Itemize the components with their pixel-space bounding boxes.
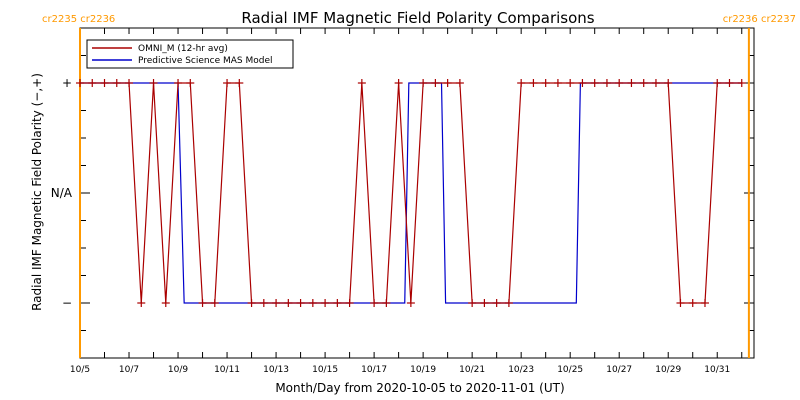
data-point xyxy=(700,299,709,307)
data-point xyxy=(590,79,599,87)
data-point xyxy=(602,79,611,87)
data-point xyxy=(688,299,697,307)
data-point xyxy=(406,299,415,307)
data-point xyxy=(651,79,660,87)
data-point xyxy=(333,299,342,307)
legend-label-mas: Predictive Science MAS Model xyxy=(138,56,273,66)
data-point xyxy=(480,299,489,307)
data-point xyxy=(357,79,366,87)
data-point xyxy=(321,299,330,307)
data-point xyxy=(566,79,575,87)
carrington-label: cr2236 cr2237 xyxy=(723,14,796,25)
data-point xyxy=(296,299,305,307)
data-point xyxy=(198,299,207,307)
data-point xyxy=(676,299,685,307)
data-point xyxy=(137,299,146,307)
y-axis: + N/A − xyxy=(51,27,754,359)
data-point xyxy=(210,299,219,307)
data-point xyxy=(664,79,673,87)
y-tick-label: + xyxy=(62,76,72,90)
y-tick-label: − xyxy=(62,296,72,310)
data-point xyxy=(737,79,746,87)
data-point xyxy=(504,299,513,307)
chart-title: Radial IMF Magnetic Field Polarity Compa… xyxy=(241,9,594,27)
data-point xyxy=(455,79,464,87)
data-point xyxy=(100,79,109,87)
data-point xyxy=(431,79,440,87)
data-point xyxy=(517,79,526,87)
x-tick-label: 10/11 xyxy=(214,365,240,375)
data-point xyxy=(370,299,379,307)
x-tick-label: 10/7 xyxy=(119,365,139,375)
data-point xyxy=(553,79,562,87)
legend-box xyxy=(86,39,294,69)
data-point xyxy=(125,79,134,87)
x-tick-label: 10/5 xyxy=(70,365,90,375)
data-point xyxy=(382,299,391,307)
data-point xyxy=(235,79,244,87)
x-tick-label: 10/23 xyxy=(508,365,534,375)
series-layer xyxy=(76,79,746,307)
data-point xyxy=(492,299,501,307)
y-axis-label: Radial IMF Magnetic Field Polarity (−,+) xyxy=(30,73,44,311)
data-point xyxy=(541,79,550,87)
legend-label-omni: OMNI_M (12-hr avg) xyxy=(138,44,228,54)
data-point xyxy=(247,299,256,307)
x-tick-label: 10/29 xyxy=(655,365,681,375)
x-tick-label: 10/9 xyxy=(168,365,188,375)
data-point xyxy=(272,299,281,307)
data-point xyxy=(161,299,170,307)
y-tick-label: N/A xyxy=(51,186,73,200)
x-tick-label: 10/21 xyxy=(459,365,485,375)
data-point xyxy=(578,79,587,87)
x-tick-label: 10/13 xyxy=(263,365,289,375)
x-axis: 10/5 10/7 10/9 10/11 10/13 10/15 10/17 10/19 10/… xyxy=(70,28,743,375)
data-point xyxy=(88,79,97,87)
data-point xyxy=(639,79,648,87)
data-point xyxy=(443,79,452,87)
carrington-label: cr2235 cr2236 xyxy=(42,14,115,25)
x-tick-label: 10/27 xyxy=(606,365,632,375)
data-point xyxy=(186,79,195,87)
data-point xyxy=(394,79,403,87)
data-point xyxy=(713,79,722,87)
data-point xyxy=(615,79,624,87)
data-point xyxy=(419,79,428,87)
carrington-markers xyxy=(79,28,750,358)
data-point xyxy=(174,79,183,87)
data-point xyxy=(725,79,734,87)
data-point xyxy=(468,299,477,307)
x-tick-label: 10/17 xyxy=(361,365,387,375)
data-point xyxy=(308,299,317,307)
x-axis-label: Month/Day from 2020-10-05 to 2020-11-01 … xyxy=(275,381,564,395)
series-line-1 xyxy=(80,82,742,304)
legend: OMNI_M (12-hr avg) Predictive Science MA… xyxy=(86,39,294,69)
x-tick-label: 10/25 xyxy=(557,365,583,375)
data-point xyxy=(345,299,354,307)
data-point xyxy=(529,79,538,87)
x-tick-label: 10/31 xyxy=(704,365,730,375)
x-tick-label: 10/19 xyxy=(410,365,436,375)
data-point xyxy=(112,79,121,87)
x-tick-label: 10/15 xyxy=(312,365,338,375)
data-point xyxy=(284,299,293,307)
data-point xyxy=(149,79,158,87)
data-point xyxy=(627,79,636,87)
data-point xyxy=(259,299,268,307)
carrington-labels: cr2235 cr2236 cr2236 cr2237 xyxy=(42,14,796,25)
data-point xyxy=(223,79,232,87)
data-point xyxy=(76,79,84,87)
